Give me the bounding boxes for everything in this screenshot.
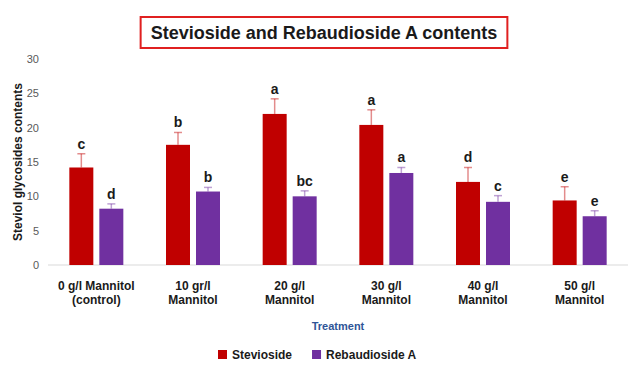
y-tick — [45, 127, 48, 128]
y-tick — [45, 162, 48, 163]
bar-annotations: c b a a d e d b bc a c e — [77, 81, 598, 209]
x-axis-line — [48, 265, 628, 266]
bar — [263, 114, 287, 265]
bar — [389, 173, 413, 265]
y-tick — [45, 93, 48, 94]
title-box — [141, 17, 508, 48]
y-tick — [45, 265, 48, 266]
y-tick-label: 0 — [33, 259, 39, 271]
significance-letter: a — [271, 81, 279, 97]
legend-label: Rebaudioside A — [326, 348, 417, 362]
y-tick-label: 20 — [27, 122, 39, 134]
significance-letter: d — [107, 186, 116, 202]
y-tick — [45, 196, 48, 197]
error-bar — [591, 211, 599, 216]
error-bar — [494, 196, 502, 202]
x-tick-label: 10 gr/lMannitol — [168, 279, 217, 307]
bars — [69, 99, 606, 265]
error-bar — [77, 154, 85, 168]
significance-letter: e — [591, 193, 599, 209]
bar — [359, 125, 383, 265]
x-tick-labels: 0 g/l Mannitol(control) 10 gr/lMannitol 20… — [58, 279, 604, 307]
error-bar — [271, 99, 279, 114]
y-tick-label: 15 — [27, 156, 39, 168]
error-bar — [107, 204, 115, 209]
y-tick-label: 25 — [27, 87, 39, 99]
error-bar — [397, 167, 405, 172]
significance-letter: e — [561, 169, 569, 185]
error-bar — [367, 110, 375, 125]
error-bar — [301, 191, 309, 196]
x-tick-label: 20 g/lMannitol — [265, 279, 314, 307]
error-bar — [561, 187, 569, 201]
error-bar — [464, 167, 472, 181]
bar — [99, 209, 123, 265]
x-tick-label: 30 g/lMannitol — [362, 279, 411, 307]
y-tick-label: 30 — [27, 53, 39, 65]
bar — [69, 167, 93, 265]
bar — [486, 202, 510, 265]
significance-letter: a — [397, 149, 405, 165]
x-tick-label: 50 g/lMannitol — [555, 279, 604, 307]
y-tick-label: 5 — [33, 225, 39, 237]
chart-container: Stevioside and Rebaudioside A contents St… — [0, 0, 629, 377]
legend-swatch — [312, 350, 321, 359]
x-tick-label: 0 g/l Mannitol(control) — [58, 279, 135, 307]
significance-letter: c — [77, 136, 85, 152]
x-tick-label: 40 g/lMannitol — [458, 279, 507, 307]
y-ticks: 0 5 10 15 20 25 30 — [27, 53, 48, 271]
title-group: Stevioside and Rebaudioside A contents — [141, 17, 508, 48]
chart: Stevioside and Rebaudioside A contents St… — [0, 0, 629, 377]
significance-letter: a — [367, 92, 375, 108]
bar — [456, 182, 480, 265]
y-axis-title: Steviol glycosides contents — [11, 83, 25, 241]
legend: Stevioside Rebaudioside A — [218, 348, 417, 362]
y-tick-label: 10 — [27, 190, 39, 202]
bar — [166, 145, 190, 265]
error-bar — [174, 132, 182, 144]
significance-letter: d — [464, 149, 473, 165]
bar — [553, 200, 577, 265]
error-bar — [204, 187, 212, 191]
significance-letter: b — [204, 169, 213, 185]
title: Stevioside and Rebaudioside A contents — [151, 23, 498, 43]
bar — [293, 196, 317, 265]
y-tick — [45, 59, 48, 60]
legend-swatch — [218, 350, 227, 359]
x-axis-title: Treatment — [312, 320, 365, 332]
significance-letter: b — [174, 114, 183, 130]
significance-letter: bc — [296, 173, 313, 189]
bar — [583, 216, 607, 265]
bar — [196, 192, 220, 265]
significance-letter: c — [494, 178, 502, 194]
y-tick — [45, 230, 48, 231]
legend-label: Stevioside — [232, 348, 292, 362]
